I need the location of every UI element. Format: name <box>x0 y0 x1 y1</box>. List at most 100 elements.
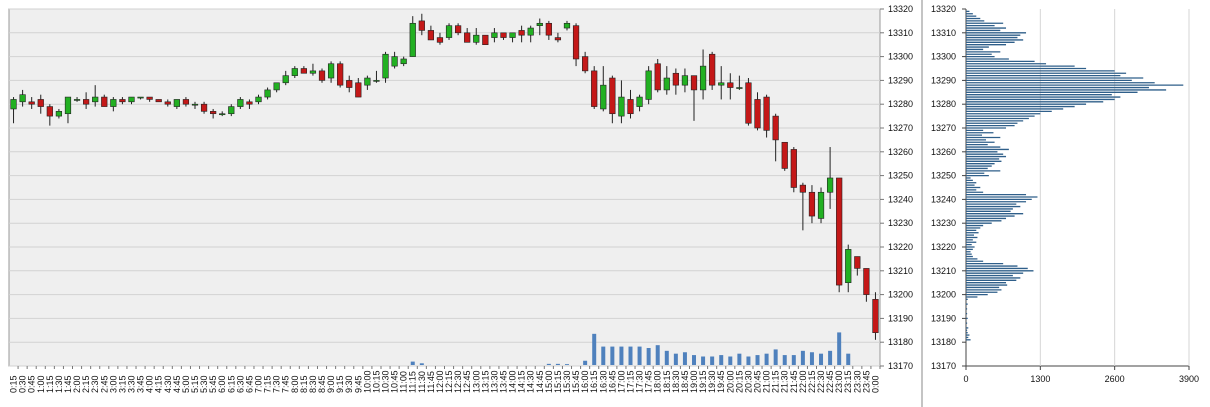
x-tick-label: 7:30 <box>272 375 282 393</box>
candle-body <box>418 20 425 31</box>
candle-body <box>219 113 226 116</box>
candle-body <box>19 94 26 103</box>
x-tick-label: 22:00 <box>798 370 808 393</box>
volume-bar <box>791 355 796 365</box>
x-tick-label: 6:45 <box>244 375 254 393</box>
y-tick-label: 13220 <box>888 242 913 252</box>
candle-body <box>128 96 135 103</box>
x-tick-label: 12:30 <box>453 370 463 393</box>
candle-body <box>545 22 552 36</box>
y-tick-label: 13180 <box>931 337 956 347</box>
volume-bar <box>628 346 633 365</box>
candle-body <box>591 70 598 107</box>
candle-body <box>155 99 162 103</box>
volume-bar <box>782 355 787 365</box>
volume-bar <box>809 352 814 365</box>
y-tick-label: 13270 <box>888 123 913 133</box>
x-tick-label: 19:30 <box>707 370 717 393</box>
x-tick-label: 8:00 <box>290 375 300 393</box>
x-tick-label: 14:45 <box>535 370 545 393</box>
x-tick-label: 15:45 <box>571 370 581 393</box>
candle-body <box>337 63 344 86</box>
y-tick-label: 13240 <box>888 194 913 204</box>
volume-bar <box>746 356 751 365</box>
candle-body <box>745 82 752 124</box>
candle-body <box>817 191 825 219</box>
volume-bar <box>410 361 415 365</box>
x-tick-label: 23:30 <box>852 370 862 393</box>
candle-body <box>182 99 190 105</box>
x-tick-label: 0:00 <box>870 375 880 393</box>
x-tick-label: 11:15 <box>408 371 418 393</box>
x-tick-label: 18:00 <box>653 370 663 393</box>
volume-bar <box>764 353 769 365</box>
candle-body <box>826 177 834 193</box>
candlestick-chart: 13170 13180 13190 13200 13210 13220 13230 13240… <box>8 4 913 393</box>
candle-body <box>228 106 235 115</box>
candle-body <box>872 299 879 333</box>
x-tick-label: 5:45 <box>208 375 218 393</box>
candle-body <box>291 68 298 76</box>
x-tick-label: 7:45 <box>281 375 291 393</box>
candle-body <box>400 58 407 65</box>
x-tick-label: 12:45 <box>462 370 472 393</box>
x-tick-label: 9:45 <box>353 375 363 393</box>
candle-body <box>37 99 44 107</box>
x-tick-label: 5:00 <box>181 375 191 393</box>
candle-body <box>382 53 389 79</box>
x-tick-label: 0:45 <box>27 375 37 393</box>
candle-body <box>699 65 707 91</box>
x-tick-label: 9:00 <box>326 375 336 393</box>
x-tick-label: 2:30 <box>90 375 100 393</box>
candle-body <box>563 22 571 29</box>
x-tick-label: 20:15 <box>734 370 744 393</box>
candle-body <box>645 70 652 100</box>
x-tick-label: 1:45 <box>63 375 73 393</box>
x-tick-label: 0:15 <box>9 375 19 393</box>
x-tick-label: 11:30 <box>417 371 427 393</box>
y-tick-label: 13200 <box>888 290 913 300</box>
x-tick-label: 1:30 <box>54 375 64 393</box>
candle-body <box>709 53 716 86</box>
x-tick-label: 23:15 <box>843 370 853 393</box>
candle-body <box>554 37 562 41</box>
x-tick-label: 3:30 <box>126 375 136 393</box>
x-tick-label: 1:00 <box>36 375 46 393</box>
candle-body <box>355 82 362 98</box>
volume-bar <box>673 353 678 365</box>
y-tick-label: 13300 <box>931 52 956 62</box>
y-tick-label: 13170 <box>931 361 956 371</box>
candle-body <box>500 32 507 38</box>
x-tick-label: 13:00 <box>471 370 481 393</box>
candle-body <box>781 141 788 169</box>
x-tick-label: 18:45 <box>680 370 690 393</box>
x-tick-label: 14:15 <box>517 370 527 393</box>
candle-body <box>799 184 806 193</box>
y-tick-label: 13190 <box>888 313 913 323</box>
y-tick-label: 13190 <box>931 313 956 323</box>
x-tick-label: 5:15 <box>190 375 200 393</box>
candle-body <box>836 177 843 286</box>
x-tick-label: 2600 <box>1105 374 1125 384</box>
x-tick-label: 16:45 <box>607 370 617 393</box>
x-tick-label: 1300 <box>1030 374 1050 384</box>
y-tick-label: 13240 <box>931 194 956 204</box>
x-tick-label: 15:00 <box>544 370 554 393</box>
candle-body <box>536 22 543 26</box>
volume-bar <box>564 364 569 365</box>
y-tick-label: 13260 <box>888 147 913 157</box>
candle-body <box>101 96 108 107</box>
x-tick-label: 6:15 <box>226 375 236 393</box>
volume-bar <box>419 363 424 365</box>
candle-body <box>146 96 153 100</box>
candle-body <box>373 80 380 82</box>
candle-body <box>119 99 126 103</box>
y-tick-label: 13230 <box>931 218 956 228</box>
y-tick-label: 13280 <box>931 99 956 109</box>
candle-body <box>482 34 489 45</box>
candle-body <box>55 111 63 117</box>
volume-bar <box>682 352 687 365</box>
volume-bar <box>646 348 651 365</box>
x-tick-label: 4:15 <box>154 375 164 393</box>
